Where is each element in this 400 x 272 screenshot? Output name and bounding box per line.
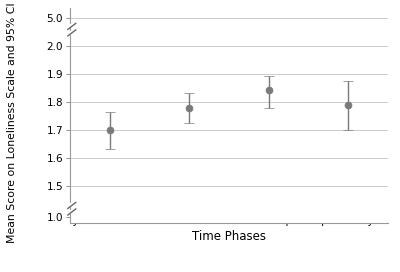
Text: Mean Score on Loneliness Scale and 95% CI: Mean Score on Loneliness Scale and 95% C… <box>7 2 17 243</box>
X-axis label: Time Phases: Time Phases <box>192 230 266 243</box>
